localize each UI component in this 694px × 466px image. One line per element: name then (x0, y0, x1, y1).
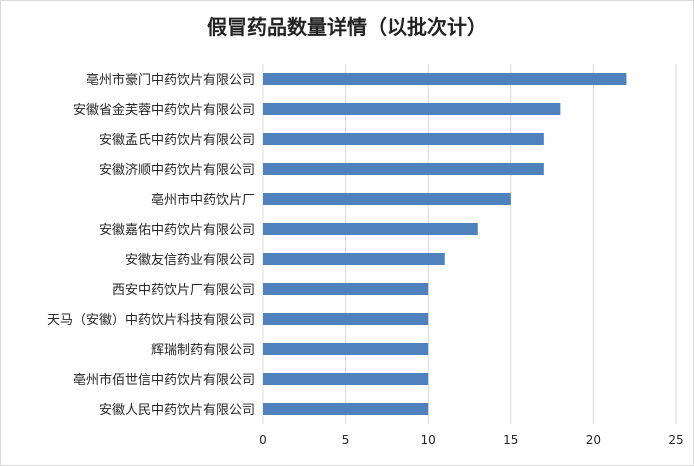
x-tick-label: 10 (421, 433, 436, 447)
category-label: 安徽友信药业有限公司 (125, 252, 255, 268)
category-label: 安徽省金芙蓉中药饮片有限公司 (73, 102, 255, 118)
bar (263, 133, 544, 145)
x-tick-label: 15 (503, 433, 518, 447)
chart-title: 假冒药品数量详情（以批次计） (207, 15, 487, 39)
category-label: 亳州市佰世信中药饮片有限公司 (73, 372, 255, 388)
bar (263, 343, 429, 355)
x-tick-label: 0 (259, 433, 267, 447)
x-tick-label: 20 (586, 433, 601, 447)
category-label: 西安中药饮片厂有限公司 (112, 283, 255, 298)
bar (263, 283, 429, 295)
bar (263, 223, 478, 235)
category-label: 安徽孟氏中药饮片有限公司 (99, 133, 255, 148)
category-label: 安徽人民中药饮片有限公司 (99, 403, 255, 418)
x-tick-labels: 0 5 10 15 20 25 (259, 433, 683, 447)
grid-lines (262, 64, 677, 424)
bars (263, 73, 627, 415)
category-label: 天马（安徽）中药饮片科技有限公司 (47, 313, 255, 328)
category-label: 安徽济顺中药饮片有限公司 (99, 163, 255, 178)
bar (263, 193, 511, 205)
category-labels: 亳州市豪门中药饮片有限公司安徽省金芙蓉中药饮片有限公司安徽孟氏中药饮片有限公司安… (47, 72, 255, 418)
category-label: 亳州市中药饮片厂 (151, 192, 255, 208)
bar (263, 103, 561, 115)
bar (263, 373, 429, 385)
bar (263, 313, 429, 325)
bar (263, 403, 429, 415)
bar (263, 73, 627, 85)
category-label: 辉瑞制药有限公司 (151, 343, 255, 358)
x-tick-label: 25 (668, 433, 683, 447)
bar (263, 253, 445, 265)
category-label: 安徽嘉佑中药饮片有限公司 (99, 223, 255, 238)
bar (263, 163, 544, 175)
category-label: 亳州市豪门中药饮片有限公司 (86, 72, 255, 88)
x-tick-label: 5 (342, 433, 350, 447)
